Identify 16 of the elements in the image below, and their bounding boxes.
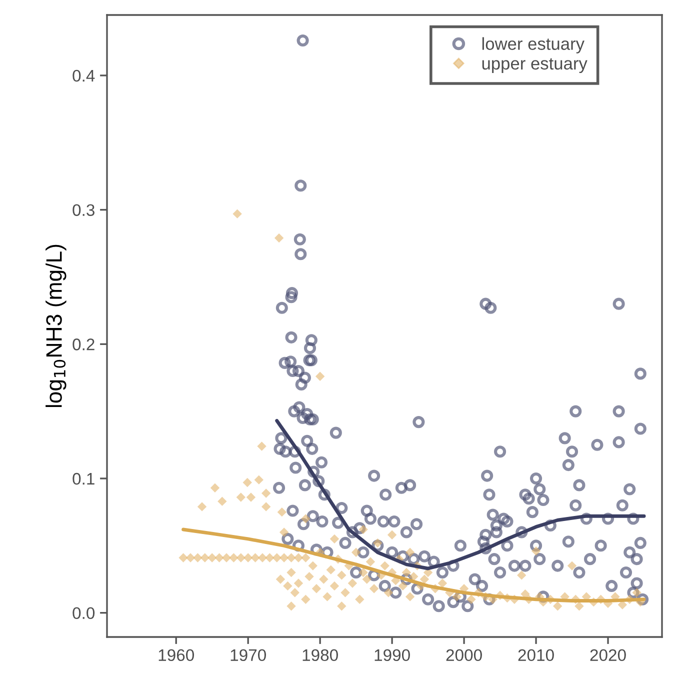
y-tick-label: 0.2: [72, 338, 94, 350]
x-tick-label: 1990: [374, 649, 410, 662]
y-tick-label: 0.3: [72, 204, 94, 216]
y-axis-title: log$_{10}$NH3 (mg/L): [46, 244, 66, 408]
legend-label: upper estuary: [482, 58, 588, 74]
x-tick-label: 1980: [302, 649, 338, 662]
y-tick-label: 0.0: [72, 607, 95, 620]
x-tick-label: 2000: [446, 649, 482, 662]
x-tick-label: 2010: [518, 649, 554, 662]
legend-label: lower estuary: [482, 37, 584, 54]
x-tick-label: 1960: [158, 649, 194, 662]
x-tick-label: 1970: [230, 649, 266, 662]
x-tick-label: 2020: [590, 649, 626, 662]
y-tick-label: 0.1: [72, 472, 94, 485]
y-tick-label: 0.4: [72, 70, 95, 82]
line-series: [275, 418, 646, 570]
